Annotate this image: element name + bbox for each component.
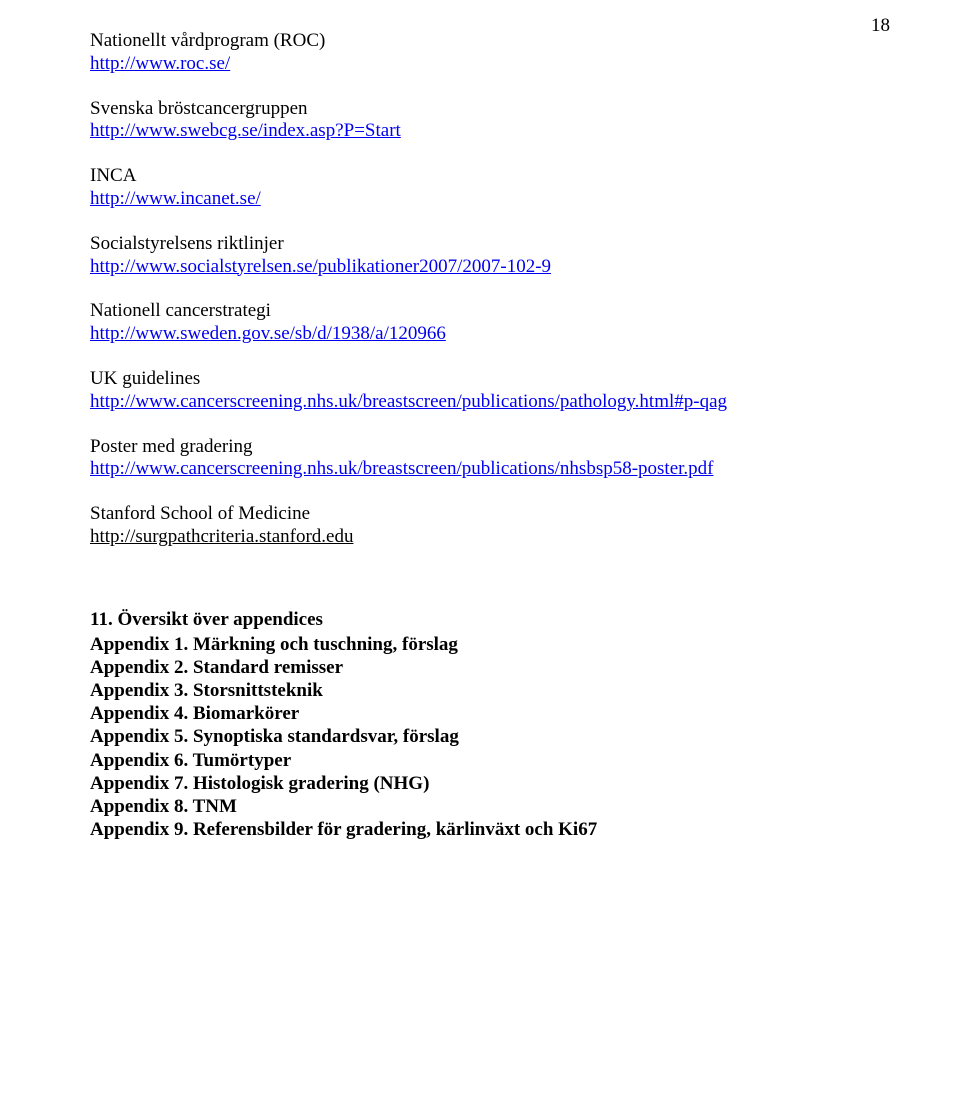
reference-link[interactable]: http://www.cancerscreening.nhs.uk/breast… xyxy=(90,458,870,481)
reference-link[interactable]: http://surgpathcriteria.stanford.edu xyxy=(90,526,870,549)
reference-block: Poster med gradering http://www.cancersc… xyxy=(90,436,870,482)
reference-label: Svenska bröstcancergruppen xyxy=(90,98,870,121)
reference-label: Stanford School of Medicine xyxy=(90,503,870,526)
reference-block: INCA http://www.incanet.se/ xyxy=(90,165,870,211)
reference-link[interactable]: http://www.roc.se/ xyxy=(90,53,870,76)
reference-label: Socialstyrelsens riktlinjer xyxy=(90,233,870,256)
reference-link[interactable]: http://www.socialstyrelsen.se/publikatio… xyxy=(90,256,870,279)
appendix-item: Appendix 2. Standard remisser xyxy=(90,656,870,679)
appendix-item: Appendix 8. TNM xyxy=(90,795,870,818)
appendix-item: Appendix 6. Tumörtyper xyxy=(90,749,870,772)
page-number: 18 xyxy=(871,15,890,37)
reference-block: Svenska bröstcancergruppen http://www.sw… xyxy=(90,98,870,144)
reference-block: Socialstyrelsens riktlinjer http://www.s… xyxy=(90,233,870,279)
appendix-item: Appendix 1. Märkning och tuschning, förs… xyxy=(90,633,870,656)
reference-link[interactable]: http://www.incanet.se/ xyxy=(90,188,870,211)
reference-block: UK guidelines http://www.cancerscreening… xyxy=(90,368,870,414)
appendix-item: Appendix 5. Synoptiska standardsvar, för… xyxy=(90,725,870,748)
appendix-item: Appendix 7. Histologisk gradering (NHG) xyxy=(90,772,870,795)
appendices-heading: 11. Översikt över appendices xyxy=(90,609,870,631)
reference-link[interactable]: http://www.cancerscreening.nhs.uk/breast… xyxy=(90,391,870,414)
reference-label: INCA xyxy=(90,165,870,188)
reference-link[interactable]: http://www.swebcg.se/index.asp?P=Start xyxy=(90,120,870,143)
document-page: 18 Nationellt vårdprogram (ROC) http://w… xyxy=(0,0,960,871)
reference-label: Nationell cancerstrategi xyxy=(90,300,870,323)
reference-label: UK guidelines xyxy=(90,368,870,391)
appendix-item: Appendix 4. Biomarkörer xyxy=(90,702,870,725)
spacer xyxy=(90,571,870,589)
reference-block: Stanford School of Medicine http://surgp… xyxy=(90,503,870,549)
reference-link[interactable]: http://www.sweden.gov.se/sb/d/1938/a/120… xyxy=(90,323,870,346)
appendix-list: Appendix 1. Märkning och tuschning, förs… xyxy=(90,633,870,842)
appendix-item: Appendix 3. Storsnittsteknik xyxy=(90,679,870,702)
reference-label: Nationellt vårdprogram (ROC) xyxy=(90,30,870,53)
reference-label: Poster med gradering xyxy=(90,436,870,459)
appendix-item: Appendix 9. Referensbilder för gradering… xyxy=(90,818,870,841)
reference-block: Nationell cancerstrategi http://www.swed… xyxy=(90,300,870,346)
reference-block: Nationellt vårdprogram (ROC) http://www.… xyxy=(90,30,870,76)
